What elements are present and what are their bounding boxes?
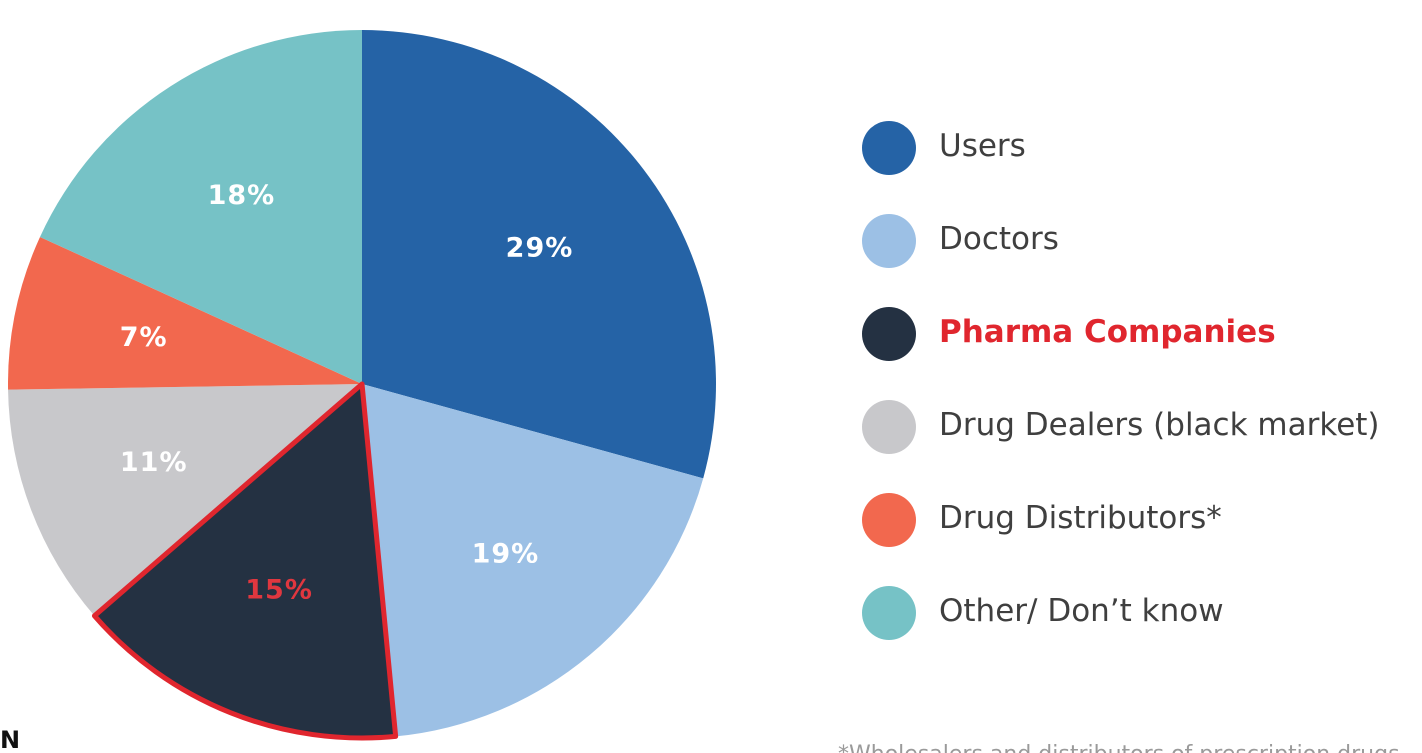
pie-slice-label-other-don-t-know: 18% xyxy=(208,180,276,211)
pie-slice-users xyxy=(362,30,716,479)
legend-swatch-drug-distributors xyxy=(862,493,916,547)
pie-slice-other-don-t-know xyxy=(39,30,363,384)
cropped-corner-text: N xyxy=(0,727,20,753)
legend-label-doctors: Doctors xyxy=(939,221,1059,257)
pie-slice-label-users: 29% xyxy=(506,232,574,263)
legend-label-pharma-companies: Pharma Companies xyxy=(939,314,1276,350)
pie-slices xyxy=(7,30,716,741)
pie-slice-label-pharma-companies: 15% xyxy=(245,575,313,606)
legend-swatch-drug-dealers xyxy=(862,400,916,454)
legend-label-drug-dealers: Drug Dealers (black market) xyxy=(939,407,1380,443)
legend-swatch-doctors xyxy=(862,214,916,268)
legend-swatch-users xyxy=(862,121,916,175)
legend-swatch-other xyxy=(862,586,916,640)
pie-slice-labels: 29% 19% 15% 11% 7% 18% xyxy=(120,180,574,606)
legend-label-users: Users xyxy=(939,128,1026,164)
pie-slice-pharma-companies xyxy=(94,384,396,739)
pie-slice-label-doctors: 19% xyxy=(472,538,540,569)
pie-slice-doctors xyxy=(362,384,704,737)
pie-slice-drug-distributors xyxy=(7,236,363,390)
pie-slice-label-drug-distributors: 7% xyxy=(120,322,168,353)
legend-swatch-pharma-companies xyxy=(862,307,916,361)
pie-slice-drug-dealers-black-market xyxy=(8,384,362,616)
legend-label-drug-distributors: Drug Distributors* xyxy=(939,500,1222,536)
legend-label-other: Other/ Don’t know xyxy=(939,593,1224,629)
footnote: *Wholesalers and distributors of prescri… xyxy=(838,744,1422,753)
pie-slice-label-drug-dealers-black-market: 11% xyxy=(120,447,188,478)
pie-slice-highlight-outline xyxy=(91,381,399,741)
